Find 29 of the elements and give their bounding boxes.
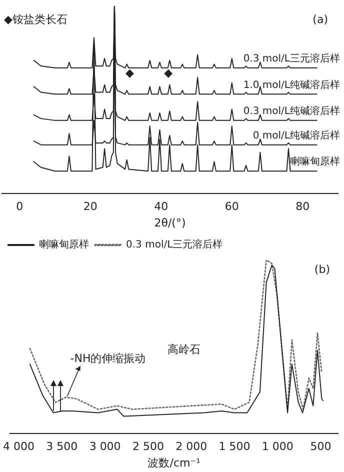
series-label: 0.3 mol/L纯碱溶后样 xyxy=(243,105,340,118)
annotation: (b) xyxy=(314,262,330,276)
series-label: 0.3 mol/L三元溶后样 xyxy=(243,52,340,64)
x-tick-label: 40 xyxy=(154,200,168,214)
legend-label: 喇嘛甸原样 xyxy=(39,238,89,251)
x-tick-label: 80 xyxy=(296,200,310,214)
annotation: ◆ xyxy=(125,66,134,80)
series-label: 喇嘛甸原样 xyxy=(290,156,340,168)
x-tick-label: 1 000 xyxy=(262,440,294,454)
x-axis-title: 波数/cm⁻¹ xyxy=(148,456,200,470)
x-tick-label: 1 500 xyxy=(218,440,250,454)
x-tick-label: 3 000 xyxy=(89,440,121,454)
x-tick-label: 60 xyxy=(224,200,239,214)
x-tick-label: 500 xyxy=(310,440,332,454)
annotation: ◆ xyxy=(164,66,174,80)
x-axis-title: 2θ/(°) xyxy=(154,216,186,230)
x-tick-label: 0 xyxy=(16,200,24,214)
annotation: -NH的伸缩振动 xyxy=(70,352,146,366)
series-label: 1.0 mol/L纯碱溶后样 xyxy=(243,78,340,91)
x-tick-label: 4 000 xyxy=(3,440,35,454)
legend-label: 0.3 mol/L三元溶后样 xyxy=(126,238,223,251)
x-tick-label: 2 500 xyxy=(132,440,164,454)
x-tick-label: 2 000 xyxy=(176,440,208,454)
x-tick-label: 3 500 xyxy=(46,440,78,454)
x-tick-label: 20 xyxy=(83,200,98,214)
annotation: 高岭石 xyxy=(168,343,201,356)
series-label: 0 mol/L纯碱溶后样 xyxy=(252,129,340,142)
annotation: (a) xyxy=(312,12,328,26)
annotation: ◆铵盐类长石 xyxy=(4,12,68,26)
